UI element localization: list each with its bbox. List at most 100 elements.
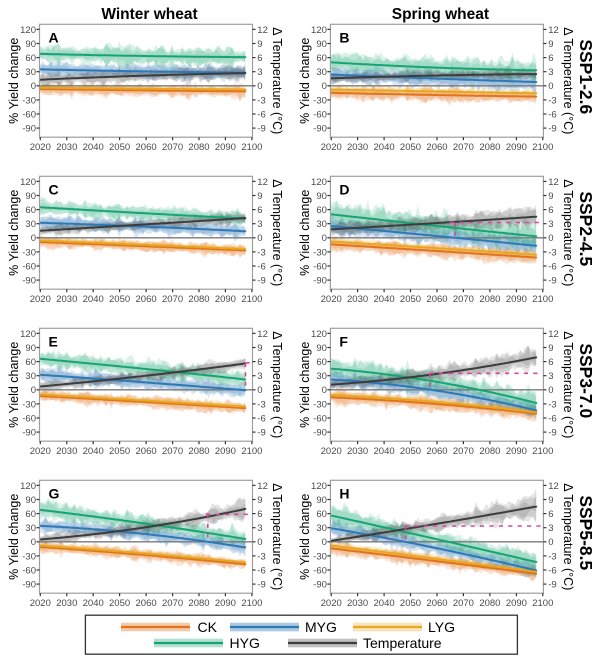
svg-text:12: 12 [548,25,559,36]
svg-text:-6: -6 [257,109,265,120]
svg-text:Δ Temperature (°C): Δ Temperature (°C) [270,179,284,286]
svg-text:G: G [49,486,60,502]
svg-text:-30: -30 [22,551,36,562]
svg-text:2020: 2020 [30,446,51,457]
svg-text:60: 60 [316,357,327,368]
svg-text:2070: 2070 [162,294,183,305]
svg-text:C: C [49,182,59,198]
svg-text:2030: 2030 [347,294,368,305]
svg-text:30: 30 [25,523,36,534]
svg-text:90: 90 [25,343,36,354]
svg-text:6: 6 [257,357,262,368]
svg-text:-60: -60 [22,413,36,424]
svg-text:2070: 2070 [162,598,183,609]
svg-text:30: 30 [25,371,36,382]
svg-text:2090: 2090 [215,446,236,457]
svg-text:0: 0 [31,385,36,396]
svg-text:120: 120 [20,177,36,188]
svg-text:90: 90 [316,495,327,506]
svg-text:9: 9 [548,191,553,202]
svg-text:2080: 2080 [479,142,500,153]
svg-text:30: 30 [25,219,36,230]
svg-text:0: 0 [31,81,36,92]
svg-text:2020: 2020 [30,142,51,153]
svg-text:2060: 2060 [136,142,157,153]
svg-text:B: B [339,30,349,46]
svg-text:-90: -90 [313,428,327,439]
svg-text:% Yield change: % Yield change [298,38,312,124]
svg-text:0: 0 [322,385,327,396]
svg-text:6: 6 [257,53,262,64]
svg-text:F: F [339,334,348,350]
svg-text:120: 120 [311,329,327,340]
svg-text:-9: -9 [548,580,556,591]
svg-text:9: 9 [548,343,553,354]
svg-text:60: 60 [316,53,327,64]
svg-text:90: 90 [25,39,36,50]
svg-text:6: 6 [548,205,553,216]
svg-text:120: 120 [20,481,36,492]
svg-text:-3: -3 [548,95,556,106]
svg-text:-6: -6 [257,261,265,272]
svg-text:9: 9 [257,495,262,506]
svg-text:% Yield change: % Yield change [298,494,312,580]
svg-text:0: 0 [548,385,553,396]
svg-text:9: 9 [257,343,262,354]
svg-text:2030: 2030 [56,598,77,609]
svg-text:2030: 2030 [56,446,77,457]
svg-text:30: 30 [316,371,327,382]
svg-text:2020: 2020 [321,598,342,609]
svg-text:-6: -6 [257,565,265,576]
svg-text:% Yield change: % Yield change [298,342,312,428]
svg-text:A: A [49,30,59,46]
svg-text:-30: -30 [313,399,327,410]
svg-text:2040: 2040 [374,598,395,609]
svg-text:12: 12 [257,329,268,340]
svg-text:3: 3 [257,67,262,78]
svg-text:% Yield change: % Yield change [7,494,21,580]
svg-text:12: 12 [257,177,268,188]
svg-text:0: 0 [548,233,553,244]
svg-text:-30: -30 [22,247,36,258]
svg-text:2090: 2090 [506,142,527,153]
svg-text:2080: 2080 [479,294,500,305]
svg-text:-9: -9 [548,428,556,439]
svg-text:-90: -90 [313,580,327,591]
svg-text:2030: 2030 [347,142,368,153]
svg-text:-60: -60 [22,565,36,576]
svg-text:2060: 2060 [136,598,157,609]
svg-text:6: 6 [548,357,553,368]
svg-text:-3: -3 [257,95,265,106]
svg-text:12: 12 [548,177,559,188]
svg-text:2070: 2070 [162,142,183,153]
svg-text:-90: -90 [22,428,36,439]
svg-text:2100: 2100 [532,598,553,609]
svg-text:3: 3 [548,67,553,78]
svg-text:2070: 2070 [162,446,183,457]
svg-text:-6: -6 [548,261,556,272]
svg-text:120: 120 [20,25,36,36]
svg-text:2080: 2080 [188,294,209,305]
svg-text:90: 90 [316,39,327,50]
svg-text:2050: 2050 [109,446,130,457]
svg-text:3: 3 [548,523,553,534]
svg-text:2070: 2070 [453,294,474,305]
svg-text:0: 0 [322,81,327,92]
svg-text:Δ Temperature (°C): Δ Temperature (°C) [561,179,575,286]
svg-text:120: 120 [311,177,327,188]
svg-text:2030: 2030 [347,598,368,609]
svg-text:-30: -30 [313,551,327,562]
svg-text:90: 90 [25,495,36,506]
svg-text:0: 0 [257,81,262,92]
svg-text:90: 90 [316,343,327,354]
svg-text:-6: -6 [548,565,556,576]
svg-text:0: 0 [322,233,327,244]
svg-text:SSP2-4.5: SSP2-4.5 [576,191,596,266]
svg-text:90: 90 [25,191,36,202]
svg-text:2060: 2060 [136,294,157,305]
svg-text:60: 60 [25,509,36,520]
svg-text:2090: 2090 [215,142,236,153]
svg-text:2090: 2090 [506,446,527,457]
svg-text:-30: -30 [313,247,327,258]
svg-text:Winter wheat: Winter wheat [101,6,197,23]
